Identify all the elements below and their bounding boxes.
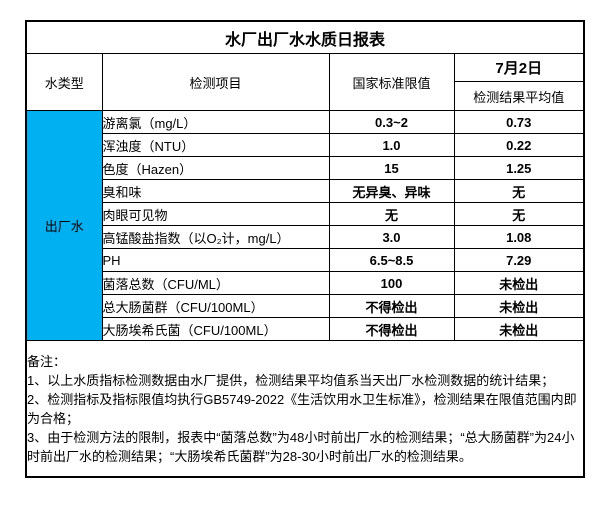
item-cell: PH <box>101 248 330 272</box>
limit-cell: 1.0 <box>328 133 455 157</box>
table-row: PH 6.5~8.5 7.29 <box>26 248 585 272</box>
header-date: 7月2日 <box>453 53 585 82</box>
limit-cell: 6.5~8.5 <box>328 248 455 272</box>
item-cell: 臭和味 <box>101 179 330 203</box>
item-cell: 色度（Hazen） <box>101 156 330 180</box>
item-cell: 浑浊度（NTU） <box>101 133 330 157</box>
limit-cell: 不得检出 <box>328 317 455 341</box>
result-cell: 1.08 <box>453 225 585 249</box>
header-national-limit: 国家标准限值 <box>328 53 455 111</box>
result-cell: 0.22 <box>453 133 585 157</box>
item-cell: 肉眼可见物 <box>101 202 330 226</box>
item-cell: 游离氯（mg/L） <box>101 110 330 134</box>
item-cell: 大肠埃希氏菌（CFU/100ML） <box>101 317 330 341</box>
limit-cell: 100 <box>328 271 455 295</box>
report-title: 水厂出厂水水质日报表 <box>25 20 585 54</box>
limit-cell: 3.0 <box>328 225 455 249</box>
result-cell: 未检出 <box>453 271 585 295</box>
result-cell: 0.73 <box>453 110 585 134</box>
result-cell: 未检出 <box>453 317 585 341</box>
result-cell: 1.25 <box>453 156 585 180</box>
item-cell: 高锰酸盐指数（以O₂计，mg/L） <box>101 225 330 249</box>
limit-cell: 无异臭、异味 <box>328 179 455 203</box>
table-row: 菌落总数（CFU/ML） 100 未检出 <box>26 271 585 295</box>
header-item: 检测项目 <box>101 53 330 111</box>
limit-cell: 不得检出 <box>328 294 455 318</box>
water-quality-report-table: 水厂出厂水水质日报表 水类型 检测项目 国家标准限值 7月2日 检测结果平均值 … <box>25 20 586 478</box>
header-result-avg: 检测结果平均值 <box>453 81 585 111</box>
header-water-type: 水类型 <box>25 53 103 111</box>
table-row: 总大肠菌群（CFU/100ML） 不得检出 未检出 <box>26 294 585 318</box>
report-container: 水厂出厂水水质日报表 水类型 检测项目 国家标准限值 7月2日 检测结果平均值 … <box>25 20 586 478</box>
table-row: 肉眼可见物 无 无 <box>26 202 585 226</box>
limit-cell: 0.3~2 <box>328 110 455 134</box>
limit-cell: 无 <box>328 202 455 226</box>
item-cell: 总大肠菌群（CFU/100ML） <box>101 294 330 318</box>
item-cell: 菌落总数（CFU/ML） <box>101 271 330 295</box>
notes-section: 备注： 1、以上水质指标检测数据由水厂提供，检测结果平均值系当天出厂水检测数据的… <box>25 340 585 478</box>
note-line-2: 2、检测指标及指标限值均执行GB5749-2022《生活饮用水卫生标准》，检测结… <box>27 391 577 426</box>
table-row: 臭和味 无异臭、异味 无 <box>26 179 585 203</box>
group-label-cell: 出厂水 <box>25 110 103 341</box>
result-cell: 无 <box>453 202 585 226</box>
table-row: 浑浊度（NTU） 1.0 0.22 <box>26 133 585 157</box>
table-row: 大肠埃希氏菌（CFU/100ML） 不得检出 未检出 <box>26 317 585 341</box>
result-cell: 7.29 <box>453 248 585 272</box>
table-row: 高锰酸盐指数（以O₂计，mg/L） 3.0 1.08 <box>26 225 585 249</box>
note-line-1: 1、以上水质指标检测数据由水厂提供，检测结果平均值系当天出厂水检测数据的统计结果… <box>27 372 555 388</box>
table-row: 出厂水 游离氯（mg/L） 0.3~2 0.73 <box>25 110 585 341</box>
result-cell: 未检出 <box>453 294 585 318</box>
result-cell: 无 <box>453 179 585 203</box>
table-row: 色度（Hazen） 15 1.25 <box>26 156 585 180</box>
note-line-3: 3、由于检测方法的限制，报表中“菌落总数”为48小时前出厂水的检测结果；“总大肠… <box>27 429 575 464</box>
notes-label: 备注： <box>27 353 67 369</box>
limit-cell: 15 <box>328 156 455 180</box>
